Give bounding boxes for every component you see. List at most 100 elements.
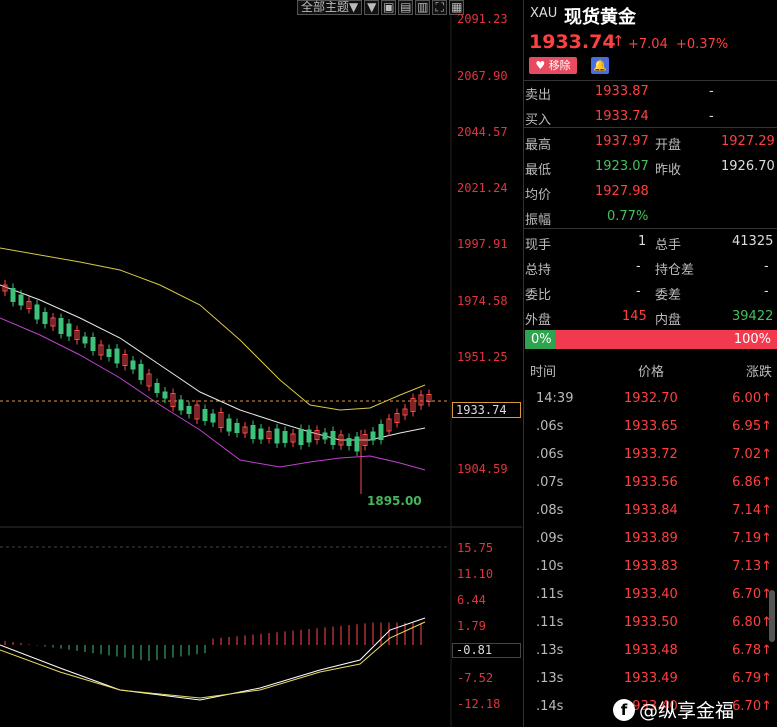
up-arrow-icon: ↑ (761, 643, 772, 658)
candle (10, 288, 16, 302)
layout-icon[interactable]: ▤ (398, 0, 414, 15)
kline-chart[interactable] (0, 0, 522, 727)
tick-price: 1933.72 (624, 447, 678, 462)
stats-row: 外盘 145 内盘 39422 (525, 309, 774, 328)
price-axis-label: 2067.90 (457, 69, 508, 83)
price-axis-label: 1997.91 (457, 237, 508, 251)
candle (122, 354, 128, 366)
candle (114, 348, 120, 364)
price-change-pct: +0.37% (676, 37, 729, 52)
candle (66, 323, 72, 337)
price-axis-label: 2091.23 (457, 12, 508, 26)
chart-area[interactable]: 全部主题▼ ▼ ▣ ▤ ▥ ⛶ ▦ 2091.23 2067.90 2044.5… (0, 0, 522, 727)
fullscreen-icon[interactable]: ⛶ (432, 0, 448, 15)
candle (154, 383, 160, 393)
col-price: 价格 (638, 365, 665, 380)
boll-upper (0, 247, 426, 411)
tick-time: .11s (536, 615, 564, 630)
up-arrow-icon: ↑ (761, 559, 772, 574)
tick-change: 6.70↑ (732, 699, 772, 714)
candle (74, 330, 80, 340)
tick-price: 1933.40 (624, 587, 678, 602)
tick-price: 1933.50 (624, 615, 678, 630)
window-icon[interactable]: ▣ (381, 0, 397, 15)
up-arrow-icon: ↑ (761, 671, 772, 686)
tick-change: 6.79↑ (732, 671, 772, 686)
tick-time: .08s (536, 503, 564, 518)
tick-change: 7.13↑ (732, 559, 772, 574)
symbol-code: XAU (530, 6, 558, 21)
tick-time: .06s (536, 447, 564, 462)
macd-axis-label: -7.52 (457, 671, 494, 685)
chart-icon[interactable]: ▥ (415, 0, 431, 15)
tick-price: 1933.89 (624, 531, 678, 546)
stats-row: 最低 1923.07 昨收 1926.70 (525, 159, 775, 178)
macd-axis-label: 1.79 (457, 619, 486, 633)
remove-watch-button[interactable]: ♥ 移除 (529, 57, 577, 74)
candle (250, 425, 256, 439)
tick-row: .07s 1933.56 6.86↑ (524, 475, 777, 503)
candle (298, 429, 304, 445)
brand-logo-icon: f (613, 698, 635, 721)
macd-dif (0, 617, 426, 701)
price-axis-label: 1974.58 (457, 294, 508, 308)
candle (314, 430, 320, 440)
tick-row: .11s 1933.50 6.80↑ (524, 615, 777, 643)
candle (370, 431, 376, 441)
candle (226, 418, 232, 432)
stats-row: 现手 1 总手 41325 (525, 234, 774, 253)
down-arrow-icon[interactable]: ▼ (364, 0, 380, 15)
tick-price: 1933.56 (624, 475, 678, 490)
candle (2, 284, 8, 292)
scrollbar-thumb[interactable] (769, 590, 775, 642)
up-arrow-icon: ↑ (761, 391, 772, 406)
col-time: 时间 (530, 365, 557, 380)
ratio-bar-green (525, 330, 555, 349)
price-axis-label: 2021.24 (457, 181, 508, 195)
grid-icon[interactable]: ▦ (449, 0, 465, 15)
candle (178, 399, 184, 411)
macd-histogram (4, 622, 422, 661)
watermark: f @纵享金福 (613, 696, 734, 723)
stats-row: 振幅 0.77% (525, 209, 649, 228)
tick-row: .10s 1933.83 7.13↑ (524, 559, 777, 587)
alert-bell-button[interactable]: 🔔 (591, 57, 609, 74)
tick-row: .13s 1933.48 6.78↑ (524, 643, 777, 671)
theme-select[interactable]: 全部主题▼ (297, 0, 363, 15)
bell-icon: 🔔 (593, 59, 607, 72)
tick-change: 7.02↑ (732, 447, 772, 462)
chart-toolbar: 全部主题▼ ▼ ▣ ▤ ▥ ⛶ ▦ (297, 0, 465, 16)
candle (18, 294, 24, 306)
tick-price: 1933.48 (624, 643, 678, 658)
candle (306, 429, 312, 443)
tick-price: 1932.70 (624, 391, 678, 406)
boll-lower (0, 317, 426, 471)
price-axis-label: 1951.25 (457, 350, 508, 364)
symbol-name: 现货黄金 (564, 7, 636, 28)
tick-row: .11s 1933.40 6.70↑ (524, 587, 777, 615)
macd-dea (0, 621, 426, 699)
candle (378, 424, 384, 440)
tick-time: .11s (536, 587, 564, 602)
tick-time: .07s (536, 475, 564, 490)
candle (426, 394, 432, 402)
candle (210, 413, 216, 423)
divider (524, 127, 777, 128)
tick-time: .10s (536, 559, 564, 574)
up-arrow-icon: ↑ (761, 531, 772, 546)
tick-price: 1933.40 (624, 699, 678, 714)
col-change: 涨跌 (746, 365, 773, 380)
candle (290, 433, 296, 443)
candle (170, 393, 176, 407)
tick-change: 6.00↑ (732, 391, 772, 406)
up-arrow-icon: ↑ (761, 419, 772, 434)
candle (202, 409, 208, 421)
divider (524, 80, 777, 81)
macd-value-tag: -0.81 (452, 643, 521, 658)
divider (524, 228, 777, 229)
up-arrow-icon: ↑ (761, 475, 772, 490)
tick-change: 6.80↑ (732, 615, 772, 630)
tick-time: 14:39 (536, 391, 574, 406)
tick-time: .06s (536, 419, 564, 434)
candle (234, 423, 240, 433)
